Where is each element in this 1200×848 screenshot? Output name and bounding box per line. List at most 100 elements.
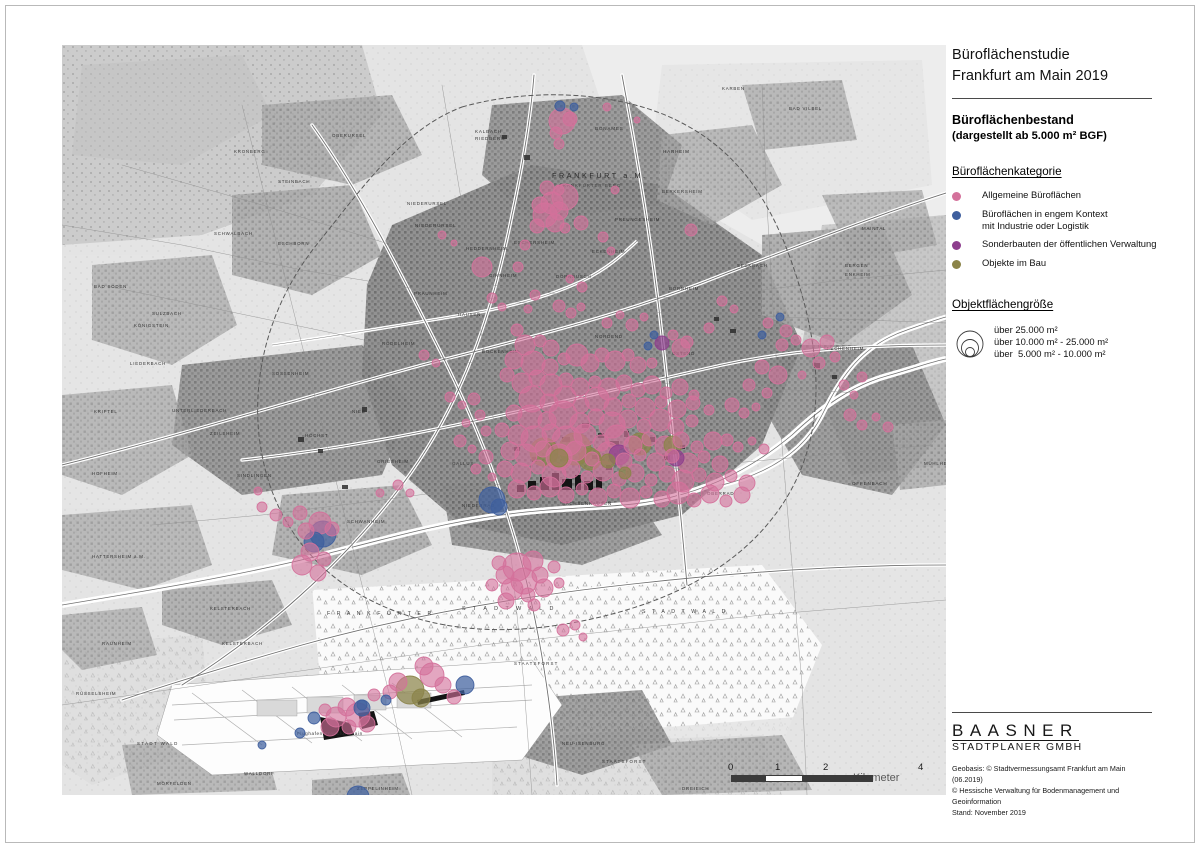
map-office-marker[interactable]	[606, 246, 616, 256]
map-office-marker[interactable]	[556, 623, 570, 637]
map-office-marker[interactable]	[738, 407, 750, 419]
map-office-marker[interactable]	[505, 404, 523, 422]
map-office-marker[interactable]	[690, 440, 704, 454]
map-office-marker[interactable]	[453, 434, 467, 448]
map-office-marker[interactable]	[711, 455, 729, 473]
map-office-marker[interactable]	[292, 505, 308, 521]
map-office-marker[interactable]	[724, 469, 738, 483]
map-office-marker[interactable]	[455, 675, 475, 695]
map-office-marker[interactable]	[565, 440, 587, 462]
map-office-marker[interactable]	[531, 196, 549, 214]
map-office-marker[interactable]	[530, 459, 546, 475]
map-office-marker[interactable]	[526, 485, 542, 501]
map-office-marker[interactable]	[629, 356, 647, 374]
map-office-marker[interactable]	[724, 397, 740, 413]
map-office-marker[interactable]	[716, 295, 728, 307]
map-viewport[interactable]: FRANKFURT a.M. FRANKFURTER BERG KALBACH RIE…	[62, 45, 946, 795]
map-office-marker[interactable]	[641, 431, 657, 447]
map-office-marker[interactable]	[500, 441, 520, 461]
map-office-marker[interactable]	[497, 592, 515, 610]
map-office-marker[interactable]	[504, 350, 524, 370]
map-office-marker[interactable]	[733, 486, 751, 504]
map-office-marker[interactable]	[646, 357, 658, 369]
map-office-marker[interactable]	[316, 551, 332, 567]
map-office-marker[interactable]	[688, 389, 700, 401]
map-office-marker[interactable]	[531, 566, 549, 584]
map-office-marker[interactable]	[732, 441, 744, 453]
map-office-marker[interactable]	[801, 338, 821, 358]
map-office-marker[interactable]	[510, 323, 524, 337]
map-office-marker[interactable]	[356, 699, 368, 711]
map-office-marker[interactable]	[474, 409, 486, 421]
map-office-marker[interactable]	[584, 451, 600, 467]
map-office-marker[interactable]	[558, 372, 574, 388]
map-office-marker[interactable]	[621, 393, 637, 409]
map-office-marker[interactable]	[838, 379, 850, 391]
map-office-marker[interactable]	[520, 587, 536, 603]
map-office-marker[interactable]	[367, 688, 381, 702]
map-office-marker[interactable]	[256, 501, 268, 513]
legend-category-row[interactable]: Allgemeine Büroflächen	[952, 189, 1157, 202]
map-office-marker[interactable]	[569, 619, 581, 631]
map-office-marker[interactable]	[843, 408, 857, 422]
map-office-marker[interactable]	[636, 418, 652, 434]
map-office-marker[interactable]	[561, 459, 581, 479]
map-office-marker[interactable]	[392, 479, 404, 491]
map-office-marker[interactable]	[562, 111, 578, 127]
map-office-marker[interactable]	[539, 393, 559, 413]
map-office-marker[interactable]	[644, 473, 658, 487]
map-office-marker[interactable]	[871, 412, 881, 422]
map-office-marker[interactable]	[592, 434, 610, 452]
map-office-marker[interactable]	[703, 431, 723, 451]
map-office-marker[interactable]	[450, 239, 458, 247]
map-office-marker[interactable]	[491, 555, 507, 571]
map-office-marker[interactable]	[600, 453, 616, 469]
map-office-marker[interactable]	[775, 312, 785, 322]
map-office-marker[interactable]	[580, 470, 594, 484]
map-office-marker[interactable]	[742, 378, 756, 392]
map-office-marker[interactable]	[554, 100, 566, 112]
map-office-marker[interactable]	[341, 719, 357, 735]
map-office-marker[interactable]	[380, 694, 392, 706]
map-office-marker[interactable]	[849, 390, 859, 400]
map-office-marker[interactable]	[615, 310, 625, 320]
map-office-marker[interactable]	[597, 231, 609, 243]
map-office-marker[interactable]	[446, 689, 462, 705]
map-office-marker[interactable]	[580, 353, 600, 373]
map-office-marker[interactable]	[576, 302, 586, 312]
map-office-marker[interactable]	[318, 703, 332, 717]
map-office-marker[interactable]	[533, 334, 547, 348]
map-office-marker[interactable]	[762, 317, 774, 329]
map-office-marker[interactable]	[630, 382, 646, 398]
map-office-marker[interactable]	[684, 223, 698, 237]
map-office-marker[interactable]	[856, 419, 868, 431]
map-office-marker[interactable]	[812, 356, 826, 370]
map-office-marker[interactable]	[557, 486, 575, 504]
map-office-marker[interactable]	[573, 215, 589, 231]
map-office-marker[interactable]	[572, 396, 590, 414]
map-office-marker[interactable]	[480, 425, 492, 437]
map-office-marker[interactable]	[527, 598, 541, 612]
map-office-marker[interactable]	[666, 481, 690, 505]
map-office-marker[interactable]	[643, 341, 653, 351]
map-office-marker[interactable]	[685, 414, 699, 428]
map-office-marker[interactable]	[553, 184, 565, 196]
map-office-marker[interactable]	[457, 400, 467, 410]
map-office-marker[interactable]	[649, 330, 659, 340]
map-office-marker[interactable]	[467, 392, 481, 406]
map-office-marker[interactable]	[553, 577, 565, 589]
map-office-marker[interactable]	[559, 222, 571, 234]
map-office-marker[interactable]	[642, 375, 662, 395]
map-office-marker[interactable]	[307, 711, 321, 725]
map-office-marker[interactable]	[519, 239, 531, 251]
map-office-marker[interactable]	[542, 339, 560, 357]
map-office-marker[interactable]	[470, 463, 482, 475]
map-office-marker[interactable]	[569, 102, 579, 112]
map-office-marker[interactable]	[667, 329, 679, 341]
map-office-marker[interactable]	[494, 422, 510, 438]
map-office-marker[interactable]	[703, 404, 715, 416]
map-office-marker[interactable]	[282, 516, 294, 528]
map-office-marker[interactable]	[648, 408, 672, 432]
map-office-marker[interactable]	[431, 358, 441, 368]
map-office-marker[interactable]	[578, 632, 588, 642]
